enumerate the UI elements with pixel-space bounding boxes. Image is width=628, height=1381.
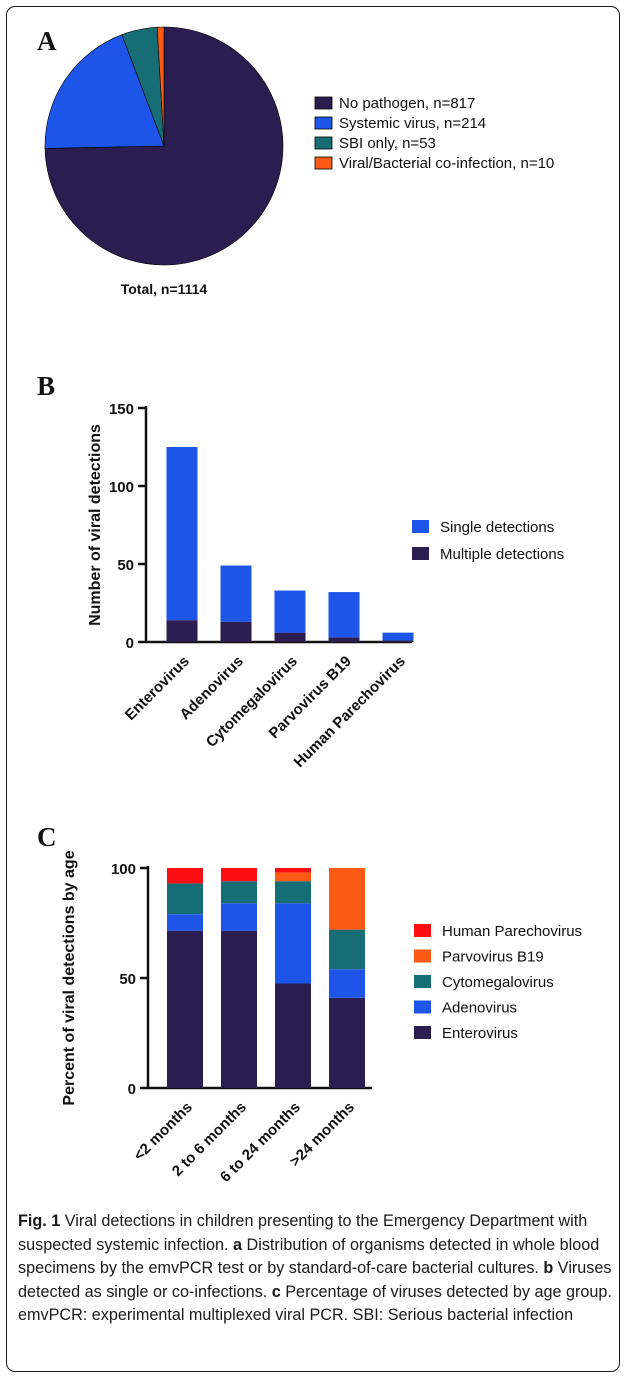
- legend-swatch: [412, 547, 429, 560]
- caption-a-text: Distribution of organisms detected in wh…: [18, 1235, 600, 1278]
- caption-c-label: c: [271, 1282, 281, 1301]
- x-tick-label: Cytomegalovirus: [203, 653, 301, 751]
- legend-swatch: [414, 1000, 431, 1014]
- bar-segment: [166, 447, 198, 621]
- bar-segment: [275, 881, 311, 904]
- legend-swatch: [314, 156, 333, 170]
- bar-segment: [275, 983, 311, 1088]
- bar-segment: [221, 868, 257, 882]
- caption-b-label: b: [543, 1259, 554, 1277]
- legend-label: Multiple detections: [440, 546, 564, 563]
- legend-label: Cytomegalovirus: [442, 974, 554, 991]
- y-axis-title: Number of viral detections: [87, 424, 104, 626]
- legend-label: Human Parechovirus: [442, 923, 582, 940]
- legend-swatch: [414, 1026, 431, 1039]
- y-tick-label: 100: [111, 861, 136, 878]
- legend-label: No pathogen, n=817: [339, 95, 475, 112]
- y-tick-label: 150: [109, 401, 134, 418]
- legend-swatch: [314, 136, 333, 150]
- bar-segment: [166, 620, 198, 642]
- y-tick-label: 100: [109, 479, 134, 496]
- x-tick-label: Human Parechovirus: [291, 653, 409, 771]
- legend-label: Parvovirus B19: [442, 949, 544, 966]
- bar-segment: [328, 592, 360, 638]
- bar-segment: [275, 903, 311, 984]
- bar-segment: [274, 632, 306, 642]
- bar-segment: [220, 565, 252, 622]
- legend-label: Single detections: [440, 519, 554, 536]
- bar-segment: [328, 637, 360, 642]
- legend-swatch: [414, 975, 431, 988]
- y-tick-label: 50: [117, 557, 134, 574]
- bar-segment: [167, 914, 203, 931]
- bar-segment: [275, 868, 311, 873]
- caption-title: Viral detections in children presenting …: [18, 1212, 588, 1254]
- legend-swatch: [412, 520, 429, 533]
- pie-chart-panel-a: No pathogen, n=817 Systemic virus, n=214 S…: [44, 26, 554, 297]
- bar-segment: [382, 632, 414, 641]
- bar-segment: [382, 640, 414, 642]
- y-tick-label: 0: [128, 1081, 136, 1098]
- bar-segment: [274, 590, 306, 633]
- legend-swatch: [314, 96, 333, 110]
- bar-segment: [220, 621, 252, 642]
- panel-c-letter: C: [37, 822, 57, 852]
- y-tick-label: 0: [126, 635, 134, 652]
- pie-slice: [156, 26, 165, 147]
- bar-segment: [167, 883, 203, 915]
- caption-b-text: Viruses detected as single or co-infecti…: [18, 1259, 612, 1301]
- pie-total-label: Total, n=1114: [121, 281, 208, 297]
- bar-segment: [329, 929, 365, 970]
- caption-a-label: a: [233, 1235, 243, 1254]
- legend-label: Adenovirus: [442, 1000, 517, 1017]
- legend-label: Viral/Bacterial co-infection, n=10: [339, 155, 554, 172]
- bar-segment: [275, 872, 311, 882]
- legend-swatch: [314, 116, 333, 130]
- caption-c-text: Percentage of viruses detected by age gr…: [18, 1282, 612, 1325]
- bar-segment: [329, 969, 365, 998]
- caption-fig-label: Fig. 1: [18, 1212, 61, 1230]
- bar-segment: [329, 868, 365, 930]
- y-axis-title: Percent of viral detections by age: [61, 850, 78, 1105]
- figure-caption: Fig. 1 Viral detections in children pres…: [18, 1210, 614, 1328]
- bar-segment: [167, 868, 203, 884]
- pie-slice: [44, 34, 165, 149]
- bar-segment: [329, 997, 365, 1088]
- panel-b-letter: B: [37, 371, 56, 401]
- legend-swatch: [414, 949, 431, 963]
- bar-segment: [221, 930, 257, 1088]
- panel-a-letter: A: [37, 26, 57, 56]
- bar-chart-panel-b: 050100150EnterovirusAdenovirusCytomegalo…: [87, 401, 564, 771]
- legend-swatch: [414, 924, 431, 937]
- bar-segment: [221, 903, 257, 931]
- legend-label: SBI only, n=53: [339, 135, 436, 152]
- legend-label: Systemic virus, n=214: [339, 115, 486, 132]
- bar-segment: [167, 930, 203, 1088]
- figure-frame: [6, 6, 620, 1372]
- y-tick-label: 50: [119, 971, 136, 988]
- legend-label: Enterovirus: [442, 1025, 518, 1042]
- bar-segment: [221, 881, 257, 904]
